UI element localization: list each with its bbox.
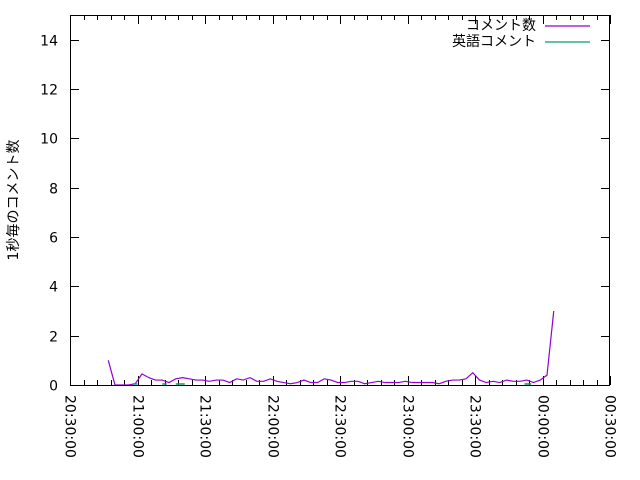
series-layer <box>107 310 555 386</box>
plot-border <box>70 15 610 386</box>
x-tick-label: 00:00:00 <box>535 395 551 458</box>
y-tick-label: 12 <box>40 83 58 99</box>
series-line-comments <box>107 310 555 386</box>
y-tick-label: 2 <box>49 330 58 346</box>
legend-label-0: コメント数 <box>466 18 536 34</box>
x-tick-label: 23:30:00 <box>467 395 483 458</box>
x-tick-label: 23:00:00 <box>400 395 416 458</box>
y-tick-label: 14 <box>40 34 58 50</box>
y-tick-label: 10 <box>40 132 58 148</box>
x-tick-label: 00:30:00 <box>602 395 618 458</box>
y-tick-label: 0 <box>49 379 58 395</box>
legend-label-1: 英語コメント <box>452 33 536 50</box>
x-tick-label: 21:00:00 <box>130 395 146 458</box>
y-tick-labels: 0 2 4 6 8 10 12 14 <box>40 34 58 395</box>
y-tick-label: 4 <box>49 280 58 296</box>
x-tick-label: 22:00:00 <box>265 395 281 458</box>
x-tick-labels: 20:30:00 21:00:00 21:30:00 22:00:00 22:30:00… <box>62 395 618 458</box>
x-tick-label: 21:30:00 <box>197 395 213 458</box>
y-tick-label: 6 <box>49 231 58 247</box>
y-axis-label: 1秒毎のコメント数 <box>6 140 22 261</box>
ticks <box>70 15 611 386</box>
legend: コメント数 英語コメント <box>452 18 590 50</box>
x-tick-label: 20:30:00 <box>62 395 78 458</box>
x-tick-label: 22:30:00 <box>332 395 348 458</box>
y-tick-label: 8 <box>49 182 58 198</box>
